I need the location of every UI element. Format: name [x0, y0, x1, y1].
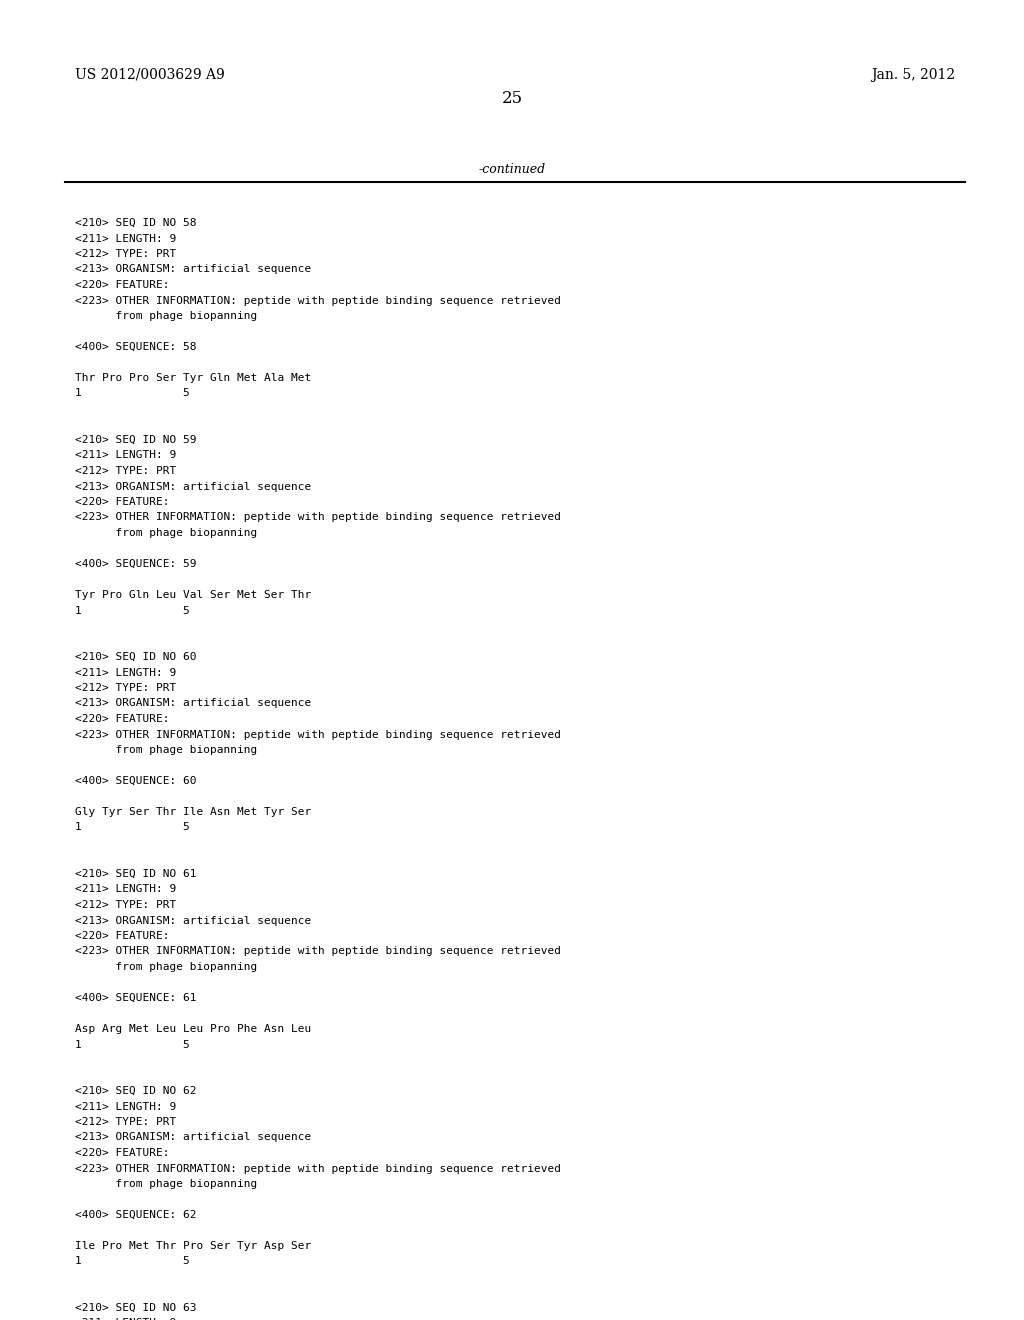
- Text: <212> TYPE: PRT: <212> TYPE: PRT: [75, 249, 176, 259]
- Text: <212> TYPE: PRT: <212> TYPE: PRT: [75, 682, 176, 693]
- Text: 1               5: 1 5: [75, 388, 189, 399]
- Text: Tyr Pro Gln Leu Val Ser Met Ser Thr: Tyr Pro Gln Leu Val Ser Met Ser Thr: [75, 590, 311, 601]
- Text: <212> TYPE: PRT: <212> TYPE: PRT: [75, 900, 176, 909]
- Text: <220> FEATURE:: <220> FEATURE:: [75, 714, 170, 723]
- Text: <210> SEQ ID NO 58: <210> SEQ ID NO 58: [75, 218, 197, 228]
- Text: <211> LENGTH: 9: <211> LENGTH: 9: [75, 884, 176, 895]
- Text: <212> TYPE: PRT: <212> TYPE: PRT: [75, 466, 176, 477]
- Text: <213> ORGANISM: artificial sequence: <213> ORGANISM: artificial sequence: [75, 1133, 311, 1143]
- Text: <223> OTHER INFORMATION: peptide with peptide binding sequence retrieved: <223> OTHER INFORMATION: peptide with pe…: [75, 730, 561, 739]
- Text: <211> LENGTH: 9: <211> LENGTH: 9: [75, 450, 176, 461]
- Text: <210> SEQ ID NO 62: <210> SEQ ID NO 62: [75, 1086, 197, 1096]
- Text: Jan. 5, 2012: Jan. 5, 2012: [870, 69, 955, 82]
- Text: Gly Tyr Ser Thr Ile Asn Met Tyr Ser: Gly Tyr Ser Thr Ile Asn Met Tyr Ser: [75, 807, 311, 817]
- Text: <210> SEQ ID NO 61: <210> SEQ ID NO 61: [75, 869, 197, 879]
- Text: <210> SEQ ID NO 63: <210> SEQ ID NO 63: [75, 1303, 197, 1313]
- Text: <223> OTHER INFORMATION: peptide with peptide binding sequence retrieved: <223> OTHER INFORMATION: peptide with pe…: [75, 512, 561, 523]
- Text: from phage biopanning: from phage biopanning: [75, 528, 257, 539]
- Text: <213> ORGANISM: artificial sequence: <213> ORGANISM: artificial sequence: [75, 482, 311, 491]
- Text: <211> LENGTH: 9: <211> LENGTH: 9: [75, 1319, 176, 1320]
- Text: <211> LENGTH: 9: <211> LENGTH: 9: [75, 668, 176, 677]
- Text: <223> OTHER INFORMATION: peptide with peptide binding sequence retrieved: <223> OTHER INFORMATION: peptide with pe…: [75, 946, 561, 957]
- Text: <210> SEQ ID NO 60: <210> SEQ ID NO 60: [75, 652, 197, 663]
- Text: <213> ORGANISM: artificial sequence: <213> ORGANISM: artificial sequence: [75, 916, 311, 925]
- Text: <223> OTHER INFORMATION: peptide with peptide binding sequence retrieved: <223> OTHER INFORMATION: peptide with pe…: [75, 296, 561, 305]
- Text: <211> LENGTH: 9: <211> LENGTH: 9: [75, 1101, 176, 1111]
- Text: Thr Pro Pro Ser Tyr Gln Met Ala Met: Thr Pro Pro Ser Tyr Gln Met Ala Met: [75, 374, 311, 383]
- Text: <211> LENGTH: 9: <211> LENGTH: 9: [75, 234, 176, 243]
- Text: 25: 25: [502, 90, 522, 107]
- Text: <220> FEATURE:: <220> FEATURE:: [75, 1148, 170, 1158]
- Text: from phage biopanning: from phage biopanning: [75, 1179, 257, 1189]
- Text: <223> OTHER INFORMATION: peptide with peptide binding sequence retrieved: <223> OTHER INFORMATION: peptide with pe…: [75, 1163, 561, 1173]
- Text: from phage biopanning: from phage biopanning: [75, 744, 257, 755]
- Text: <220> FEATURE:: <220> FEATURE:: [75, 931, 170, 941]
- Text: from phage biopanning: from phage biopanning: [75, 962, 257, 972]
- Text: US 2012/0003629 A9: US 2012/0003629 A9: [75, 69, 224, 82]
- Text: <210> SEQ ID NO 59: <210> SEQ ID NO 59: [75, 436, 197, 445]
- Text: <400> SEQUENCE: 60: <400> SEQUENCE: 60: [75, 776, 197, 785]
- Text: 1               5: 1 5: [75, 1257, 189, 1266]
- Text: <220> FEATURE:: <220> FEATURE:: [75, 280, 170, 290]
- Text: from phage biopanning: from phage biopanning: [75, 312, 257, 321]
- Text: <213> ORGANISM: artificial sequence: <213> ORGANISM: artificial sequence: [75, 698, 311, 709]
- Text: Ile Pro Met Thr Pro Ser Tyr Asp Ser: Ile Pro Met Thr Pro Ser Tyr Asp Ser: [75, 1241, 311, 1251]
- Text: 1               5: 1 5: [75, 822, 189, 833]
- Text: <212> TYPE: PRT: <212> TYPE: PRT: [75, 1117, 176, 1127]
- Text: <400> SEQUENCE: 61: <400> SEQUENCE: 61: [75, 993, 197, 1003]
- Text: <400> SEQUENCE: 58: <400> SEQUENCE: 58: [75, 342, 197, 352]
- Text: <400> SEQUENCE: 62: <400> SEQUENCE: 62: [75, 1210, 197, 1220]
- Text: <400> SEQUENCE: 59: <400> SEQUENCE: 59: [75, 558, 197, 569]
- Text: <220> FEATURE:: <220> FEATURE:: [75, 498, 170, 507]
- Text: Asp Arg Met Leu Leu Pro Phe Asn Leu: Asp Arg Met Leu Leu Pro Phe Asn Leu: [75, 1024, 311, 1034]
- Text: <213> ORGANISM: artificial sequence: <213> ORGANISM: artificial sequence: [75, 264, 311, 275]
- Text: 1               5: 1 5: [75, 606, 189, 615]
- Text: -continued: -continued: [478, 162, 546, 176]
- Text: 1               5: 1 5: [75, 1040, 189, 1049]
